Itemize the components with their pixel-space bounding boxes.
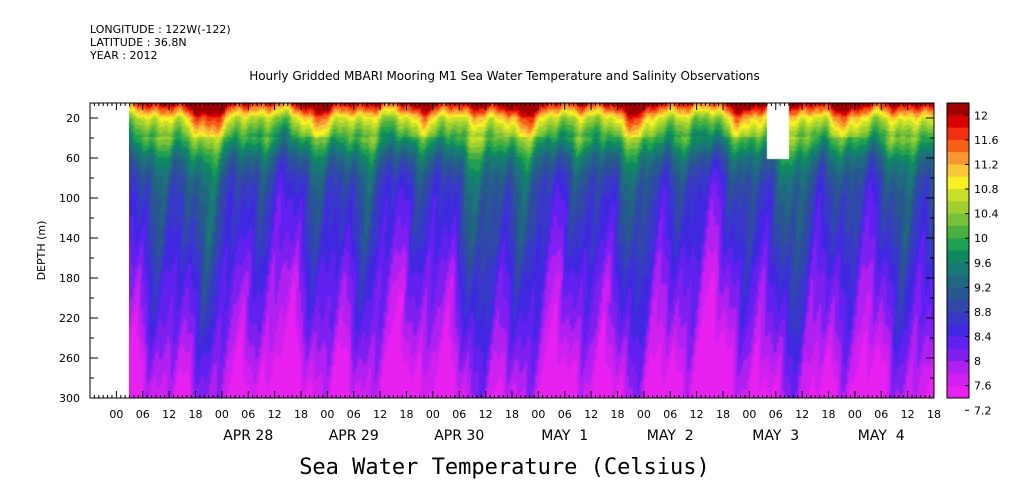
x-hour-label: 12 [901, 408, 915, 421]
axis-layer: 20 60 100 140 180 220 260 300 DEPTH (m) 00 06 12 18 0… [35, 102, 941, 444]
colorbar-label: 7.6 [974, 380, 992, 393]
x-hour-label: 06 [558, 408, 572, 421]
x-hour-label: 12 [162, 408, 176, 421]
temperature-field [129, 103, 934, 398]
colorbar-swatch [947, 115, 969, 129]
x-hour-label: 18 [189, 408, 203, 421]
longitude-text: LONGITUDE : 122W(-122) [90, 23, 231, 36]
x-hour-label: 18 [716, 408, 730, 421]
colorbar-swatch [947, 127, 969, 141]
x-hour-label: 12 [479, 408, 493, 421]
x-hour-label: 00 [320, 408, 334, 421]
x-day-label: APR 29 [329, 428, 379, 444]
x-day-label: APR 30 [434, 428, 484, 444]
colorbar-swatch [947, 373, 969, 387]
colorbar-swatch [947, 103, 969, 116]
colorbar-label: 8.4 [974, 331, 992, 344]
colorbar-label: 9.6 [974, 257, 992, 270]
x-hour-label: 18 [294, 408, 308, 421]
colorbar-label: 10 [974, 232, 988, 245]
y-tick-label: 300 [59, 392, 80, 405]
x-hour-label: 12 [795, 408, 809, 421]
colorbar-swatch [947, 348, 969, 362]
x-hour-label: 12 [584, 408, 598, 421]
x-hour-label: 12 [690, 408, 704, 421]
latitude-text: LATITUDE : 36.8N [90, 36, 187, 49]
colorbar-swatch [947, 311, 969, 325]
colorbar-swatch [947, 189, 969, 202]
y-tick-label: 220 [59, 312, 80, 325]
colorbar-label: 7.2 [974, 404, 992, 417]
colorbar-swatch [947, 324, 969, 338]
x-day-label: MAY 1 [541, 428, 588, 444]
x-hour-label: 06 [241, 408, 255, 421]
colorbar-swatch [947, 262, 969, 276]
colorbar-label: 8 [974, 355, 981, 368]
colorbar-swatch [947, 201, 969, 215]
colorbar-swatch [947, 385, 969, 399]
x-hour-label: 00 [215, 408, 229, 421]
colorbar-label: 11.6 [974, 134, 999, 147]
colorbar-label: 10.4 [974, 208, 999, 221]
x-hour-label: 18 [400, 408, 414, 421]
colorbar: 12 11.6 11.2 10.8 10.4 10 9.6 9.2 8.8 8.4 8 7.6 7.2 [946, 102, 999, 417]
x-hour-label: 12 [268, 408, 282, 421]
y-tick-label: 20 [66, 112, 80, 125]
x-hour-label: 06 [136, 408, 150, 421]
y-tick-label: 100 [59, 192, 80, 205]
colorbar-label: 12 [974, 109, 988, 122]
y-tick-label: 140 [59, 232, 80, 245]
x-hour-label: 18 [505, 408, 519, 421]
x-hour-label: 06 [347, 408, 361, 421]
colorbar-label: 11.2 [974, 158, 999, 171]
colorbar-label: 10.8 [974, 183, 999, 196]
x-hour-label: 00 [848, 408, 862, 421]
colorbar-swatch [947, 299, 969, 313]
x-hour-label: 18 [822, 408, 836, 421]
x-day-label: MAY 4 [858, 428, 905, 444]
colorbar-swatch [947, 250, 969, 264]
x-day-label: MAY 3 [752, 428, 799, 444]
x-hour-label: 00 [637, 408, 651, 421]
x-day-label: MAY 2 [647, 428, 694, 444]
y-tick-label: 260 [59, 352, 80, 365]
x-hour-label: 12 [373, 408, 387, 421]
colorbar-swatch [947, 336, 969, 350]
colorbar-swatch [947, 287, 969, 301]
x-hour-label: 00 [426, 408, 440, 421]
colorbar-swatch [947, 139, 969, 153]
x-hour-label: 06 [769, 408, 783, 421]
colorbar-swatch [947, 152, 969, 165]
year-text: YEAR : 2012 [90, 49, 158, 62]
colorbar-frame [946, 102, 970, 399]
y-tick-label: 60 [66, 152, 80, 165]
chart-title: Hourly Gridded MBARI Mooring M1 Sea Wate… [249, 69, 760, 83]
x-hour-label: 00 [531, 408, 545, 421]
colorbar-swatch [947, 275, 969, 288]
colorbar-swatch [947, 213, 969, 227]
colorbar-label: 8.8 [974, 306, 992, 319]
x-hour-label: 06 [663, 408, 677, 421]
x-hour-label: 18 [611, 408, 625, 421]
colorbar-swatch [947, 164, 969, 178]
colorbar-swatch [947, 238, 969, 251]
x-hour-label: 18 [927, 408, 941, 421]
heatmap-layer [129, 103, 934, 398]
colorbar-swatch [947, 361, 969, 374]
colorbar-label: 9.2 [974, 281, 992, 294]
x-hour-label: 06 [452, 408, 466, 421]
colorbar-swatch [947, 225, 969, 239]
caption: Sea Water Temperature (Celsius) [299, 455, 710, 480]
x-hour-label: 06 [874, 408, 888, 421]
x-day-label: APR 28 [223, 428, 273, 444]
y-axis-label: DEPTH (m) [35, 221, 48, 281]
colorbar-swatch [947, 176, 969, 190]
y-tick-label: 180 [59, 272, 80, 285]
x-hour-label: 00 [742, 408, 756, 421]
x-hour-label: 00 [109, 408, 123, 421]
